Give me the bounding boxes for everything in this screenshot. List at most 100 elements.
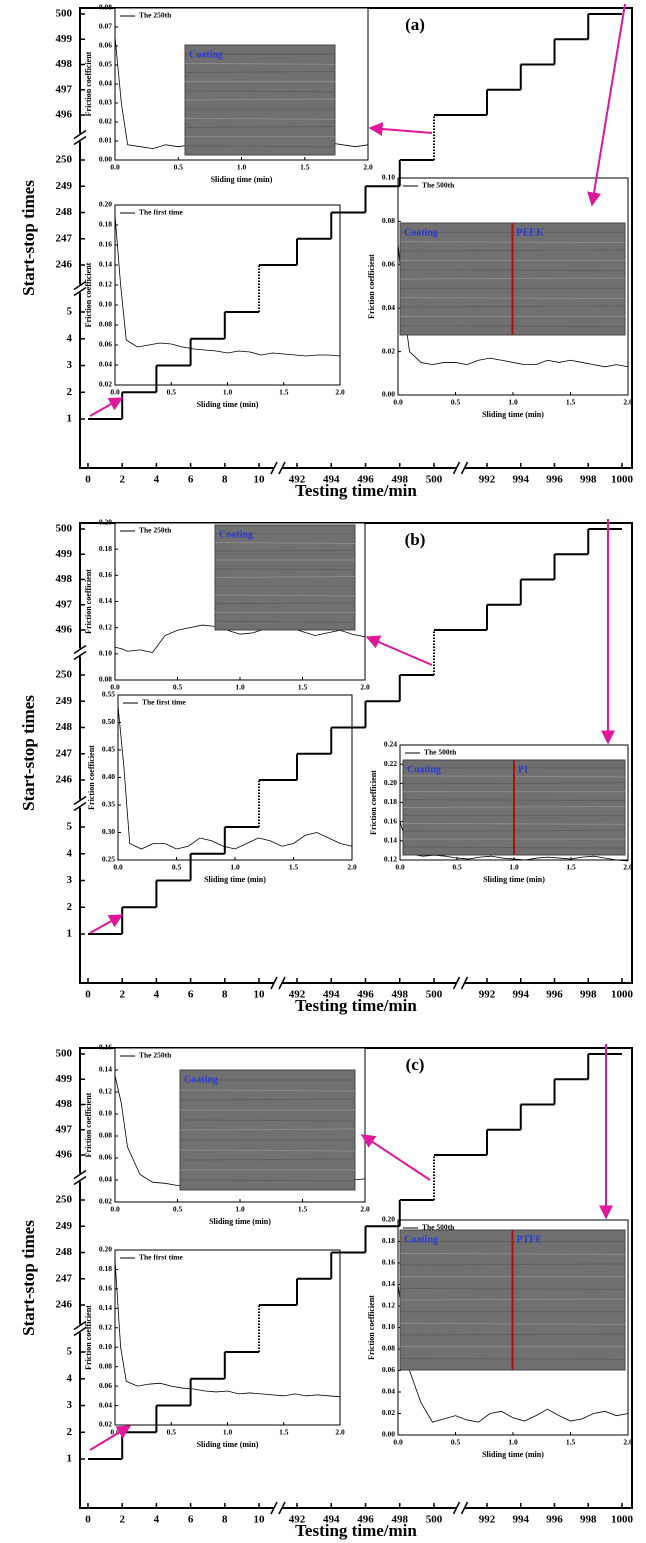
inset-y-label: Friction coefficient [367, 254, 376, 319]
sem-label: PI [518, 764, 528, 775]
inset-y-tick-label: 0.10 [99, 649, 112, 658]
inset-x-tick-label: 0.0 [113, 863, 123, 872]
inset-y-tick-label: 0.18 [99, 544, 112, 553]
y-tick-label: 246 [56, 774, 73, 786]
inset-y-tick-label: 0.04 [99, 79, 112, 88]
inset-x-tick-label: 0.5 [451, 398, 461, 407]
inset-x-label: Sliding time (min) [483, 875, 545, 884]
friction-line [399, 821, 629, 862]
y-tick-label: 249 [56, 1220, 73, 1232]
inset-y-tick-label: 0.02 [99, 1197, 112, 1206]
x-axis-title: Testing time/min [295, 996, 417, 1015]
sem-texture [214, 602, 356, 605]
inset-x-tick-label: 0.5 [167, 388, 177, 397]
panel: 0.0 0.5 1.0 1.5 2.00.020.040.060.080.100.120… [19, 1043, 634, 1540]
x-tick-label: 992 [479, 989, 496, 1001]
sem-label: Coating [184, 1074, 218, 1085]
y-tick-label: 498 [56, 1098, 73, 1110]
legend-label: The 250th [139, 526, 172, 535]
inset-x-tick-label: 1.0 [223, 388, 233, 397]
inset-x-tick-label: 0.0 [393, 1438, 403, 1447]
sem-texture [214, 542, 356, 544]
y-tick-label: 246 [56, 259, 73, 271]
x-tick-label: 492 [289, 1514, 306, 1526]
x-tick-label: 2 [119, 474, 125, 486]
y-tick-label: 500 [56, 523, 73, 535]
y-tick-label: 5 [67, 306, 73, 318]
inset-y-tick-label: 0.22 [384, 759, 397, 768]
inset-x-label: Sliding time (min) [204, 875, 266, 884]
y-axis-title: Start-stop times [19, 180, 38, 296]
sem-texture [214, 568, 356, 571]
panel: 0.0 0.5 1.0 1.5 2.00.000.010.020.030.040.050… [19, 3, 634, 500]
friction-line [114, 624, 366, 653]
y-axis-title: Start-stop times [19, 1220, 38, 1336]
inset-x-tick-label: 1.5 [279, 388, 289, 397]
x-tick-label: 494 [323, 474, 340, 486]
x-tick-label: 1000 [611, 1514, 634, 1526]
inset-y-tick-label: 0.06 [99, 41, 112, 50]
inset-x-tick-label: 1.0 [508, 1438, 518, 1447]
x-tick-label: 998 [580, 1514, 597, 1526]
inset-y-tick-label: 0.18 [99, 1264, 112, 1273]
inset-y-tick-label: 0.07 [99, 22, 112, 31]
inset-y-tick-label: 0.12 [384, 855, 397, 864]
inset-frame [117, 694, 353, 861]
sem-texture [184, 71, 336, 73]
axis-break [452, 976, 469, 990]
inset-x-tick-label: 2.0 [335, 1428, 345, 1437]
y-tick-label: 496 [56, 1149, 73, 1161]
inset-y-tick-label: 0.04 [382, 1387, 395, 1396]
inset-y-tick-label: 0.10 [99, 1342, 112, 1351]
inset-x-tick-label: 0.5 [173, 1205, 183, 1214]
x-tick-label: 996 [546, 474, 563, 486]
y-tick-label: 247 [56, 232, 73, 244]
inset-y-tick-label: 0.20 [99, 518, 112, 527]
inset-y-tick-label: 0.08 [382, 1344, 395, 1353]
y-tick-label: 3 [67, 874, 73, 886]
inset-y-label: Friction coefficient [84, 51, 93, 116]
inset-y-tick-label: 0.30 [102, 827, 115, 836]
panel-label: (a) [405, 15, 425, 34]
inset-x-tick-label: 2.0 [363, 163, 373, 172]
sem-texture [179, 1128, 356, 1131]
y-tick-label: 4 [67, 847, 73, 859]
axis-break [270, 1501, 286, 1515]
inset-x-tick-label: 2.0 [360, 1205, 370, 1214]
y-tick-label: 248 [56, 1246, 73, 1258]
inset-y-tick-label: 0.02 [99, 1420, 112, 1429]
arrow [368, 122, 433, 136]
y-tick-label: 248 [56, 206, 73, 218]
inset-y-tick-label: 0.02 [99, 117, 112, 126]
inset-x-tick-label: 1.5 [566, 863, 576, 872]
sem-label: PTFE [517, 1234, 543, 1245]
inset-y-tick-label: 0.06 [99, 1381, 112, 1390]
inset-y-tick-label: 0.16 [99, 240, 112, 249]
x-tick-label: 496 [357, 1514, 374, 1526]
x-tick-label: 8 [222, 989, 228, 1001]
x-tick-label: 1000 [611, 989, 634, 1001]
inset-frame [114, 1249, 341, 1426]
inset-y-tick-label: 0.24 [384, 740, 397, 749]
sem-label: Coating [407, 764, 441, 775]
x-tick-label: 0 [85, 474, 91, 486]
axis-break [73, 795, 87, 812]
inset-y-tick-label: 0.16 [99, 570, 112, 579]
inset-x-tick-label: 1.5 [298, 1205, 308, 1214]
arrow [587, 3, 626, 207]
inset-y-tick-label: 0.08 [99, 1361, 112, 1370]
sem-texture [179, 1179, 356, 1182]
inset-y-tick-label: 0.10 [382, 1322, 395, 1331]
panel: 0.0 0.5 1.0 1.5 2.00.080.100.120.140.160.180… [19, 518, 634, 1015]
legend-label: The first time [139, 208, 183, 217]
inset-x-tick-label: 1.5 [566, 1438, 576, 1447]
y-tick-label: 500 [56, 8, 73, 20]
x-tick-label: 500 [426, 989, 443, 1001]
inset-y-tick-label: 0.25 [102, 855, 115, 864]
inset-y-tick-label: 0.02 [382, 346, 395, 355]
inset-y-tick-label: 0.14 [99, 1065, 112, 1074]
inset-x-tick-label: 0.5 [167, 1428, 177, 1437]
legend-label: The 250th [139, 11, 172, 20]
y-tick-label: 497 [56, 1123, 73, 1135]
x-tick-label: 8 [222, 1514, 228, 1526]
